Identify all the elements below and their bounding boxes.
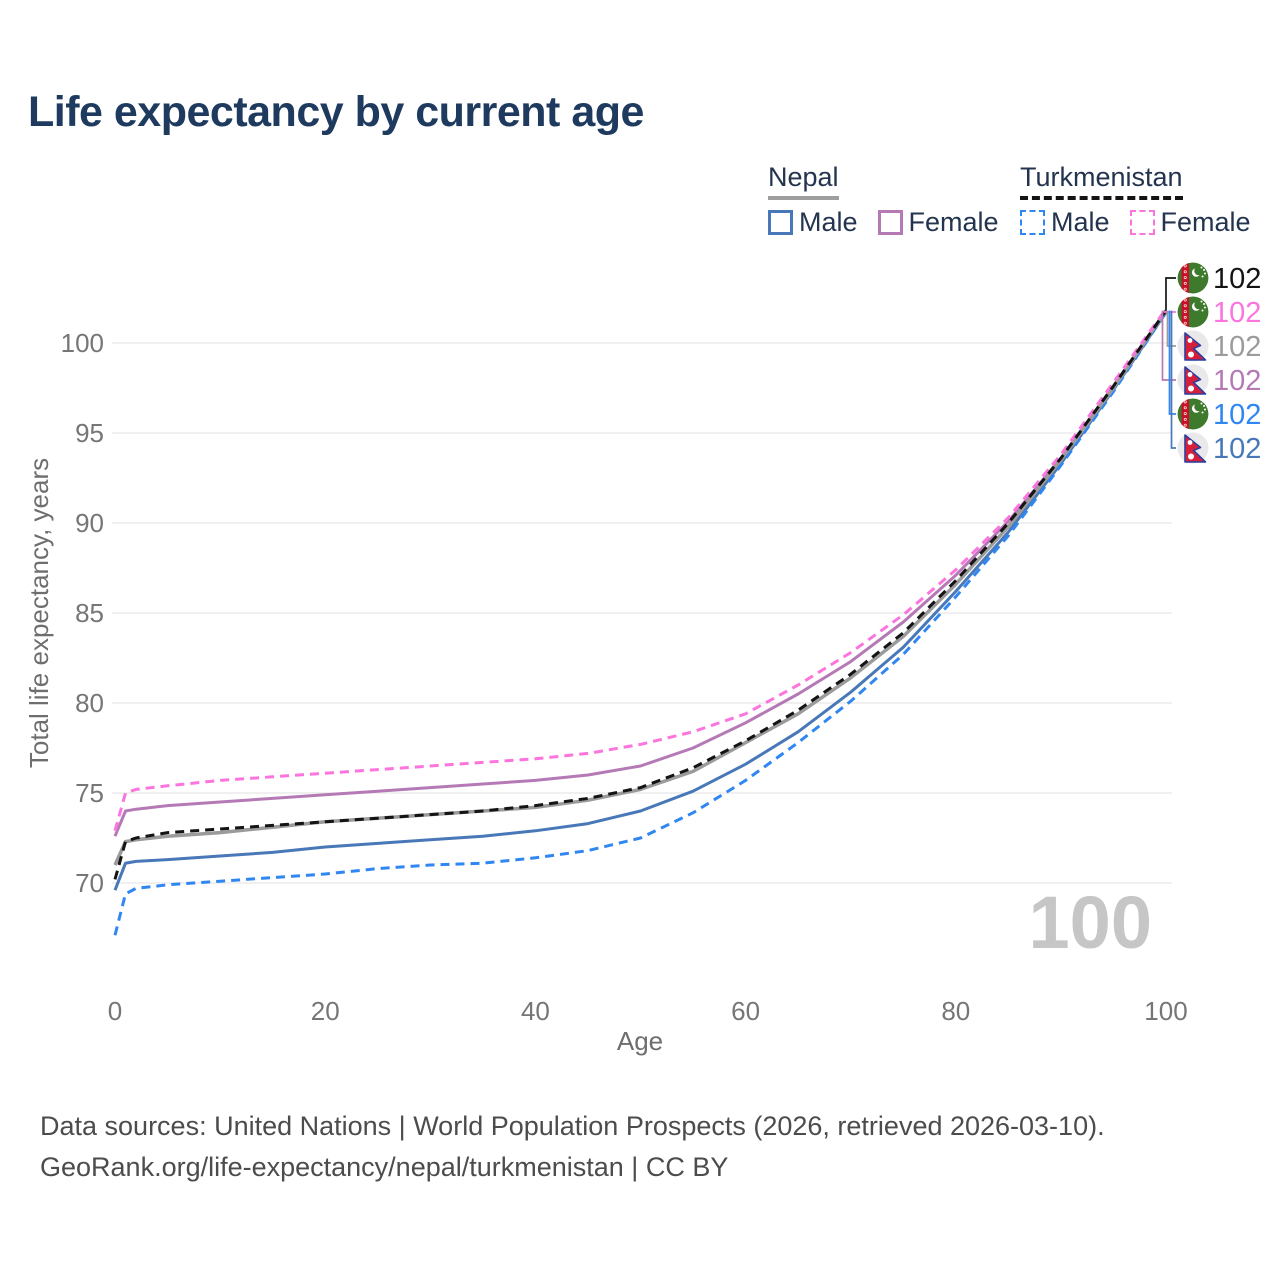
x-tick-label: 60 xyxy=(731,996,760,1026)
x-tick-label: 100 xyxy=(1144,996,1187,1026)
series-line-turkmenistan-total xyxy=(113,309,1168,880)
legend-swatch-nepal-male[interactable] xyxy=(768,210,793,235)
legend-row-nepal: Male Female xyxy=(768,207,1019,238)
series-line-nepal-female xyxy=(113,309,1168,837)
y-tick-label: 80 xyxy=(75,688,104,718)
turkmenistan-flag-icon xyxy=(1178,296,1209,328)
nepal-flag-icon xyxy=(1176,363,1210,397)
x-axis-title: Age xyxy=(617,1026,663,1056)
x-tick-label: 20 xyxy=(311,996,340,1026)
y-tick-label: 100 xyxy=(61,328,104,358)
x-tick-label: 40 xyxy=(521,996,550,1026)
x-tick-label: 80 xyxy=(941,996,970,1026)
series-line-turkmenistan-female xyxy=(113,307,1168,832)
series-line-turkmenistan-male xyxy=(113,311,1168,936)
footer-datasource: Data sources: United Nations | World Pop… xyxy=(40,1111,1105,1141)
series-line-nepal-male xyxy=(113,311,1168,891)
legend-swatch-turkmenistan-female[interactable] xyxy=(1129,210,1155,235)
y-axis-title: Total life expectancy, years xyxy=(24,458,54,768)
y-tick-label: 75 xyxy=(75,778,104,808)
nepal-flag-icon xyxy=(1176,329,1210,363)
end-value-label: 102 xyxy=(1213,263,1261,295)
x-tick-label: 0 xyxy=(108,996,122,1026)
end-label-connector xyxy=(1170,310,1176,449)
end-value-label: 102 xyxy=(1213,365,1261,397)
legend-label-nepal-male: Male xyxy=(799,207,858,237)
nepal-flag-icon xyxy=(1176,431,1210,465)
end-label-connector xyxy=(1165,277,1176,311)
end-label-connector xyxy=(1166,310,1176,347)
legend-label-turkmenistan-female: Female xyxy=(1160,207,1251,237)
end-value-label: 102 xyxy=(1213,433,1261,465)
legend-row-turkmenistan: Male Female xyxy=(1020,207,1271,238)
end-value-label: 102 xyxy=(1213,331,1261,363)
legend-group-title-nepal[interactable]: Nepal xyxy=(768,162,839,200)
end-label-connector xyxy=(1168,310,1176,415)
y-tick-label: 95 xyxy=(75,418,104,448)
y-tick-label: 85 xyxy=(75,598,104,628)
legend-group-nepal: Nepal Male Female xyxy=(768,162,1019,238)
legend-group-title-turkmenistan[interactable]: Turkmenistan xyxy=(1020,162,1183,200)
footer-attribution: GeoRank.org/life-expectancy/nepal/turkme… xyxy=(40,1152,729,1182)
legend-swatch-turkmenistan-male[interactable] xyxy=(1020,210,1045,235)
legend-swatch-nepal-female[interactable] xyxy=(877,210,903,235)
y-tick-label: 70 xyxy=(75,868,104,898)
turkmenistan-flag-icon xyxy=(1178,262,1209,294)
legend-label-turkmenistan-male: Male xyxy=(1051,207,1110,237)
legend-label-nepal-female: Female xyxy=(908,207,999,237)
turkmenistan-flag-icon xyxy=(1178,398,1209,430)
end-value-label: 102 xyxy=(1213,399,1261,431)
page-title: Life expectancy by current age xyxy=(28,88,644,136)
legend-group-turkmenistan: Turkmenistan Male Female xyxy=(1020,162,1271,238)
series-line-nepal-total xyxy=(113,309,1168,866)
watermark: 100 xyxy=(1029,881,1152,964)
footer: Data sources: United Nations | World Pop… xyxy=(40,1106,1105,1188)
y-tick-label: 90 xyxy=(75,508,104,538)
end-value-label: 102 xyxy=(1213,297,1261,329)
